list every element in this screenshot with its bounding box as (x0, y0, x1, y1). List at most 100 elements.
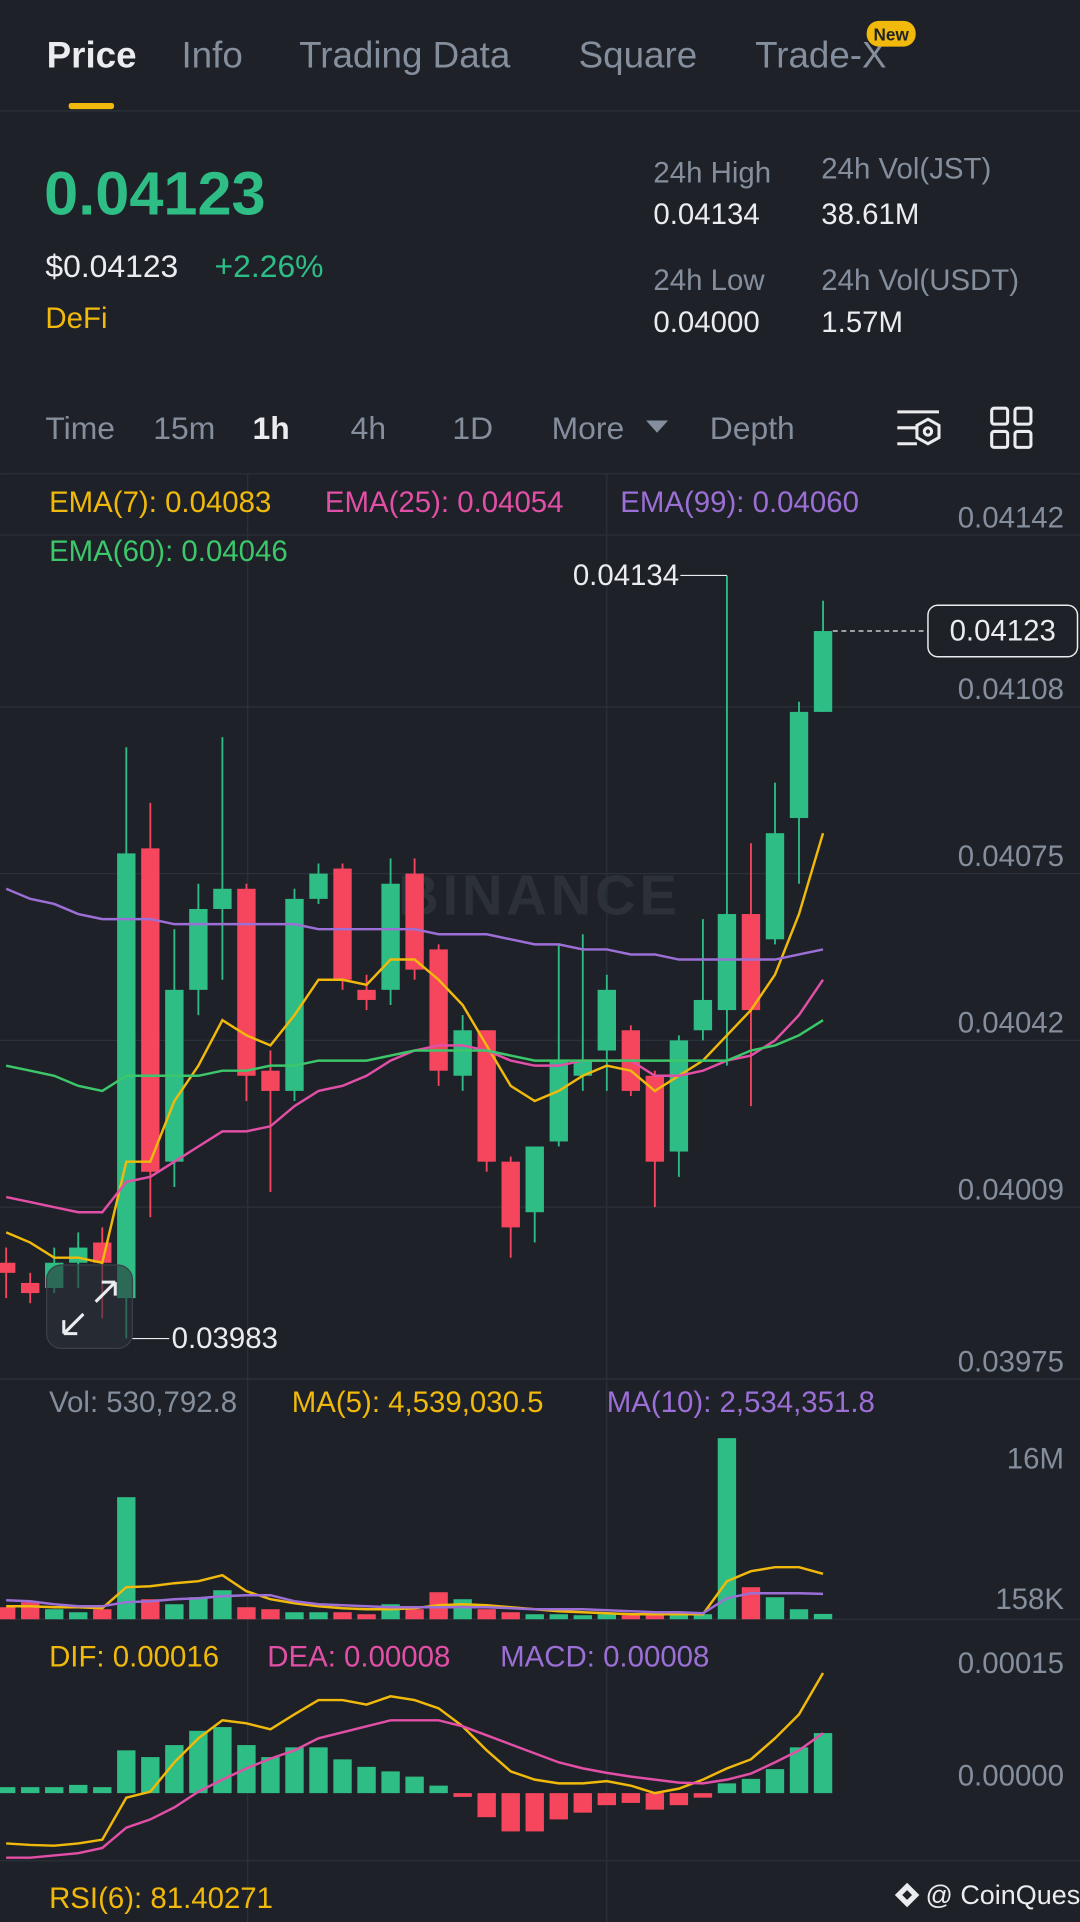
macd-bar (357, 1766, 376, 1794)
candle-body (285, 898, 304, 1091)
macd-legend: MACD: 0.00008 (500, 1641, 709, 1674)
macd-line (6, 1672, 825, 1847)
price-change: +2.26% (215, 248, 324, 284)
candle-body (21, 1282, 40, 1294)
candle-body (0, 1262, 16, 1273)
volume-bar (93, 1609, 112, 1620)
interval[interactable]: 4h (351, 410, 386, 446)
volume-bar (525, 1614, 544, 1620)
tab[interactable]: Price (47, 35, 137, 76)
brand-watermark: BINANCE (398, 863, 681, 926)
macd-bar (549, 1793, 568, 1820)
volume-bar (261, 1609, 280, 1620)
tab[interactable]: Info (181, 35, 242, 76)
labels: 0.04142 0.04108 0.04075 0.04042 0.04009 0.039… (49, 486, 1079, 1792)
legend-entry: EMA(60): 0.04046 (49, 535, 288, 568)
volume-bar (117, 1497, 136, 1620)
y-tick-label: 0.03975 (958, 1345, 1064, 1378)
macd-bar (69, 1784, 88, 1794)
y-tick-label: 0.00000 (958, 1759, 1064, 1792)
candle-body (573, 1060, 592, 1076)
macd-bar (717, 1783, 737, 1794)
macd-bar (285, 1747, 304, 1794)
volume-bar (573, 1615, 592, 1620)
interval[interactable]: More (552, 410, 625, 446)
volume-bar (189, 1597, 208, 1620)
interval[interactable]: Time (45, 410, 115, 446)
candle-body (597, 989, 616, 1051)
macd-bar (477, 1793, 496, 1818)
interval[interactable]: 15m (153, 410, 215, 446)
stat-value: 38.61M (821, 198, 919, 231)
candle-body (693, 999, 713, 1031)
candle-body (309, 873, 328, 899)
interval[interactable]: Depth (710, 410, 795, 446)
macd-bar (453, 1793, 472, 1797)
macd-bar (93, 1787, 112, 1794)
candle-body (813, 631, 833, 712)
sector-tag[interactable]: DeFi (45, 302, 107, 335)
candle-body (645, 1075, 665, 1162)
tab[interactable]: Square (579, 35, 698, 76)
volume-bar (549, 1614, 568, 1620)
volume-label: Vol: 530,792.8 (49, 1386, 237, 1419)
candle-body (501, 1161, 520, 1228)
badge-text: New (874, 24, 910, 44)
macd-bar (309, 1747, 328, 1794)
watermark: @ CoinQuest (926, 1880, 1080, 1910)
marks (0, 534, 1080, 1859)
expand-button[interactable] (46, 1264, 134, 1349)
interval[interactable]: 1D (452, 410, 493, 446)
macd-bar (261, 1757, 280, 1794)
tab[interactable]: Trading Data (299, 35, 511, 76)
volume-bar (141, 1599, 160, 1620)
expand-icon (62, 1280, 117, 1336)
rsi-label: RSI(6): 81.40271 (49, 1882, 273, 1915)
volume-bar (309, 1612, 328, 1620)
macd-bar (765, 1769, 785, 1794)
stat-label: 24h Vol(USDT) (821, 264, 1019, 297)
volume-bar (597, 1614, 616, 1620)
candle-body (213, 888, 232, 909)
macd-bar (117, 1750, 136, 1794)
volume-bar (669, 1614, 689, 1620)
macd-line (6, 1719, 824, 1859)
candle-body (669, 1040, 689, 1152)
volume-bar (45, 1609, 64, 1620)
layout-icon[interactable] (990, 406, 1033, 449)
price-tag-text: 0.04123 (950, 615, 1056, 648)
macd-bar (141, 1757, 160, 1794)
tab-bar: Price Info Trading Data Square Trade-X N… (0, 20, 1080, 112)
volume-bar (645, 1615, 665, 1620)
last-price: 0.04123 (44, 160, 265, 228)
expand-button-bg[interactable] (46, 1264, 134, 1349)
stat-value: 1.57M (821, 306, 903, 339)
ma-legend: MA(10): 2,534,351.8 (607, 1386, 875, 1419)
candle-body (261, 1070, 280, 1091)
macd-bar (669, 1793, 689, 1806)
tab-underline (68, 102, 115, 110)
volume-bar (813, 1613, 833, 1620)
volume-bar (477, 1609, 496, 1620)
volume-bar (285, 1612, 304, 1620)
candle-body (189, 908, 208, 990)
y-tick-label: 158K (995, 1583, 1064, 1616)
ticker: 0.04123 $0.04123 +2.26% DeFi 24h High 0.… (44, 153, 1019, 339)
tab[interactable]: Trade-X (755, 35, 886, 76)
interval[interactable]: 1h (253, 410, 290, 446)
divider (0, 110, 1080, 112)
legend-entry: EMA(25): 0.04054 (325, 486, 564, 519)
stat-value: 0.04000 (653, 306, 759, 339)
y-tick-label: 0.04042 (958, 1007, 1064, 1040)
macd-bar (429, 1785, 448, 1794)
candle-body (789, 711, 809, 819)
settings-icon[interactable] (897, 410, 941, 446)
macd-bar (0, 1787, 16, 1794)
macd-bar (21, 1787, 40, 1794)
volume-bar (453, 1599, 472, 1620)
macd-bar (189, 1730, 208, 1794)
volume-bar (165, 1604, 184, 1620)
volume-bar (501, 1612, 520, 1620)
